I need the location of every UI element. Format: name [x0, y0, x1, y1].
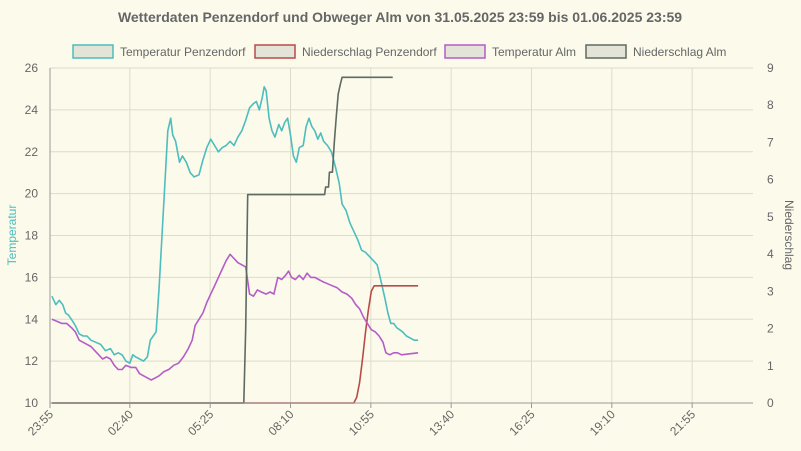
legend: Temperatur Penzendorf Niederschlag Penzen…: [72, 44, 726, 59]
legend-label[interactable]: Temperatur Alm: [492, 45, 576, 59]
legend-swatch[interactable]: [254, 44, 296, 59]
y-axis-label-left: Temperatur: [5, 205, 19, 266]
y-tick-label-left: 12: [25, 354, 39, 368]
y-tick-label-right: 4: [767, 247, 774, 261]
y-tick-label-left: 18: [25, 229, 39, 243]
legend-swatch[interactable]: [585, 44, 627, 59]
legend-label[interactable]: Temperatur Penzendorf: [120, 45, 246, 59]
legend-swatch[interactable]: [72, 44, 114, 59]
y-tick-label-left: 24: [25, 103, 39, 117]
y-tick-label-right: 2: [767, 322, 774, 336]
y-tick-label-right: 5: [767, 210, 774, 224]
y-tick-label-right: 3: [767, 284, 774, 298]
series-line-4: [51, 76, 393, 404]
legend-label[interactable]: Niederschlag Penzendorf: [302, 45, 437, 59]
y-tick-label-right: 7: [767, 135, 774, 149]
y-tick-label-right: 9: [767, 61, 774, 75]
y-tick-label-left: 20: [25, 187, 39, 201]
series-line-1: [51, 86, 419, 364]
series-line-2: [51, 285, 419, 404]
y-tick-label-right: 6: [767, 173, 774, 187]
series-lines: [51, 76, 419, 404]
y-tick-label-left: 26: [25, 61, 39, 75]
y-tick-label-left: 16: [25, 270, 39, 284]
y-tick-label-left: 22: [25, 145, 39, 159]
legend-swatch[interactable]: [444, 44, 486, 59]
y-tick-label-right: 1: [767, 359, 774, 373]
y-tick-label-right: 0: [767, 396, 774, 410]
y-axis-label-right: Niederschlag: [782, 200, 796, 270]
y-tick-label-right: 8: [767, 98, 774, 112]
series-line-3: [51, 253, 419, 381]
chart-title: Wetterdaten Penzendorf und Obweger Alm v…: [118, 9, 682, 25]
y-tick-label-left: 10: [25, 396, 39, 410]
y-tick-label-left: 14: [25, 312, 39, 326]
legend-label[interactable]: Niederschlag Alm: [633, 45, 726, 59]
